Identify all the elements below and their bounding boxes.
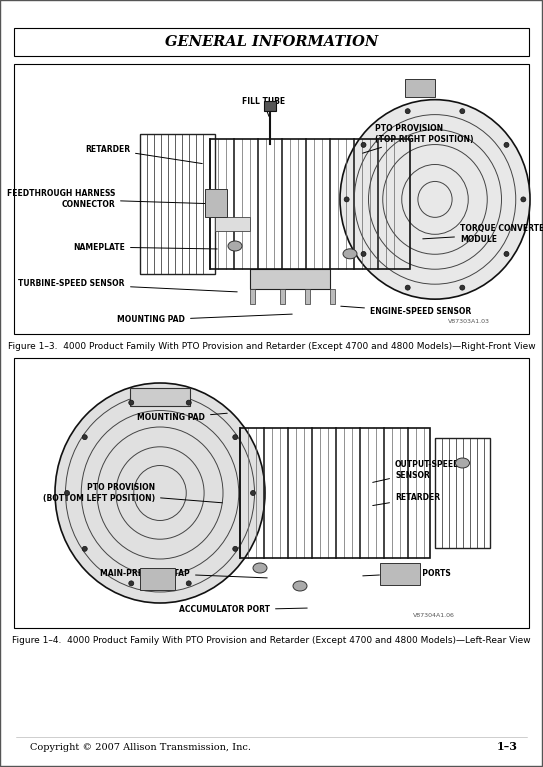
Text: Figure 1–4.  4000 Product Family With PTO Provision and Retarder (Except 4700 an: Figure 1–4. 4000 Product Family With PTO…	[12, 636, 531, 645]
Text: 1–3: 1–3	[497, 742, 518, 752]
Ellipse shape	[460, 285, 465, 290]
Ellipse shape	[82, 435, 87, 439]
Bar	[280, 289, 285, 304]
Bar	[240, 428, 430, 558]
Bar	[215, 217, 250, 232]
Ellipse shape	[361, 143, 366, 147]
Ellipse shape	[65, 491, 70, 495]
Text: MOUNTING PAD: MOUNTING PAD	[117, 314, 292, 324]
Bar	[250, 269, 330, 289]
Text: MAIN-PRESSURE TAP: MAIN-PRESSURE TAP	[100, 568, 267, 578]
Ellipse shape	[456, 458, 470, 468]
Bar	[405, 79, 435, 97]
Bar	[140, 134, 215, 275]
Ellipse shape	[233, 546, 238, 551]
Ellipse shape	[504, 143, 509, 147]
Ellipse shape	[460, 109, 465, 114]
Text: Copyright © 2007 Allison Transmission, Inc.: Copyright © 2007 Allison Transmission, I…	[30, 742, 251, 752]
Text: COOLER PORTS: COOLER PORTS	[363, 568, 451, 578]
Ellipse shape	[250, 491, 256, 495]
Ellipse shape	[55, 383, 265, 603]
Text: PTO PROVISION
(TOP RIGHT POSITION): PTO PROVISION (TOP RIGHT POSITION)	[363, 124, 473, 153]
Bar	[380, 563, 420, 585]
Ellipse shape	[343, 249, 357, 258]
Text: MOUNTING PAD: MOUNTING PAD	[137, 413, 227, 423]
Text: TORQUE CONVERTER
MODULE: TORQUE CONVERTER MODULE	[423, 224, 543, 244]
Ellipse shape	[228, 241, 242, 251]
Ellipse shape	[344, 197, 349, 202]
Ellipse shape	[186, 581, 191, 586]
Ellipse shape	[129, 400, 134, 405]
Bar	[305, 289, 310, 304]
Ellipse shape	[340, 100, 530, 299]
Ellipse shape	[253, 563, 267, 573]
Ellipse shape	[504, 252, 509, 256]
Bar	[14, 64, 529, 334]
Text: GENERAL INFORMATION: GENERAL INFORMATION	[165, 35, 378, 49]
Ellipse shape	[82, 546, 87, 551]
Bar	[130, 388, 190, 406]
Text: PTO PROVISION
(BOTTOM LEFT POSITION): PTO PROVISION (BOTTOM LEFT POSITION)	[43, 483, 222, 503]
Text: OUTPUT-SPEED
SENSOR: OUTPUT-SPEED SENSOR	[372, 460, 460, 482]
Bar	[250, 289, 255, 304]
Text: Figure 1–3.  4000 Product Family With PTO Provision and Retarder (Except 4700 an: Figure 1–3. 4000 Product Family With PTO…	[8, 342, 535, 351]
Bar	[140, 568, 175, 590]
Ellipse shape	[361, 252, 366, 256]
Text: ACCUMULATOR PORT: ACCUMULATOR PORT	[179, 605, 307, 614]
Bar	[210, 140, 410, 269]
Text: V87304A1.06: V87304A1.06	[413, 613, 455, 618]
Text: NAMEPLATE: NAMEPLATE	[73, 242, 217, 252]
Text: FEEDTHROUGH HARNESS
CONNECTOR: FEEDTHROUGH HARNESS CONNECTOR	[7, 189, 217, 209]
Text: V87303A1.03: V87303A1.03	[448, 319, 490, 324]
Text: RETARDER: RETARDER	[85, 144, 202, 163]
Ellipse shape	[186, 400, 191, 405]
Bar	[435, 438, 490, 548]
Ellipse shape	[129, 581, 134, 586]
Bar	[14, 358, 529, 628]
Bar	[14, 28, 529, 56]
Ellipse shape	[233, 435, 238, 439]
Ellipse shape	[405, 285, 410, 290]
Text: FILL TUBE: FILL TUBE	[242, 97, 285, 117]
Ellipse shape	[405, 109, 410, 114]
Text: ENGINE-SPEED SENSOR: ENGINE-SPEED SENSOR	[341, 306, 471, 317]
Text: RETARDER: RETARDER	[372, 493, 440, 505]
Ellipse shape	[521, 197, 526, 202]
Ellipse shape	[293, 581, 307, 591]
Bar	[330, 289, 335, 304]
Text: TURBINE-SPEED SENSOR: TURBINE-SPEED SENSOR	[18, 279, 237, 292]
Bar	[264, 101, 276, 111]
Bar	[205, 189, 227, 217]
